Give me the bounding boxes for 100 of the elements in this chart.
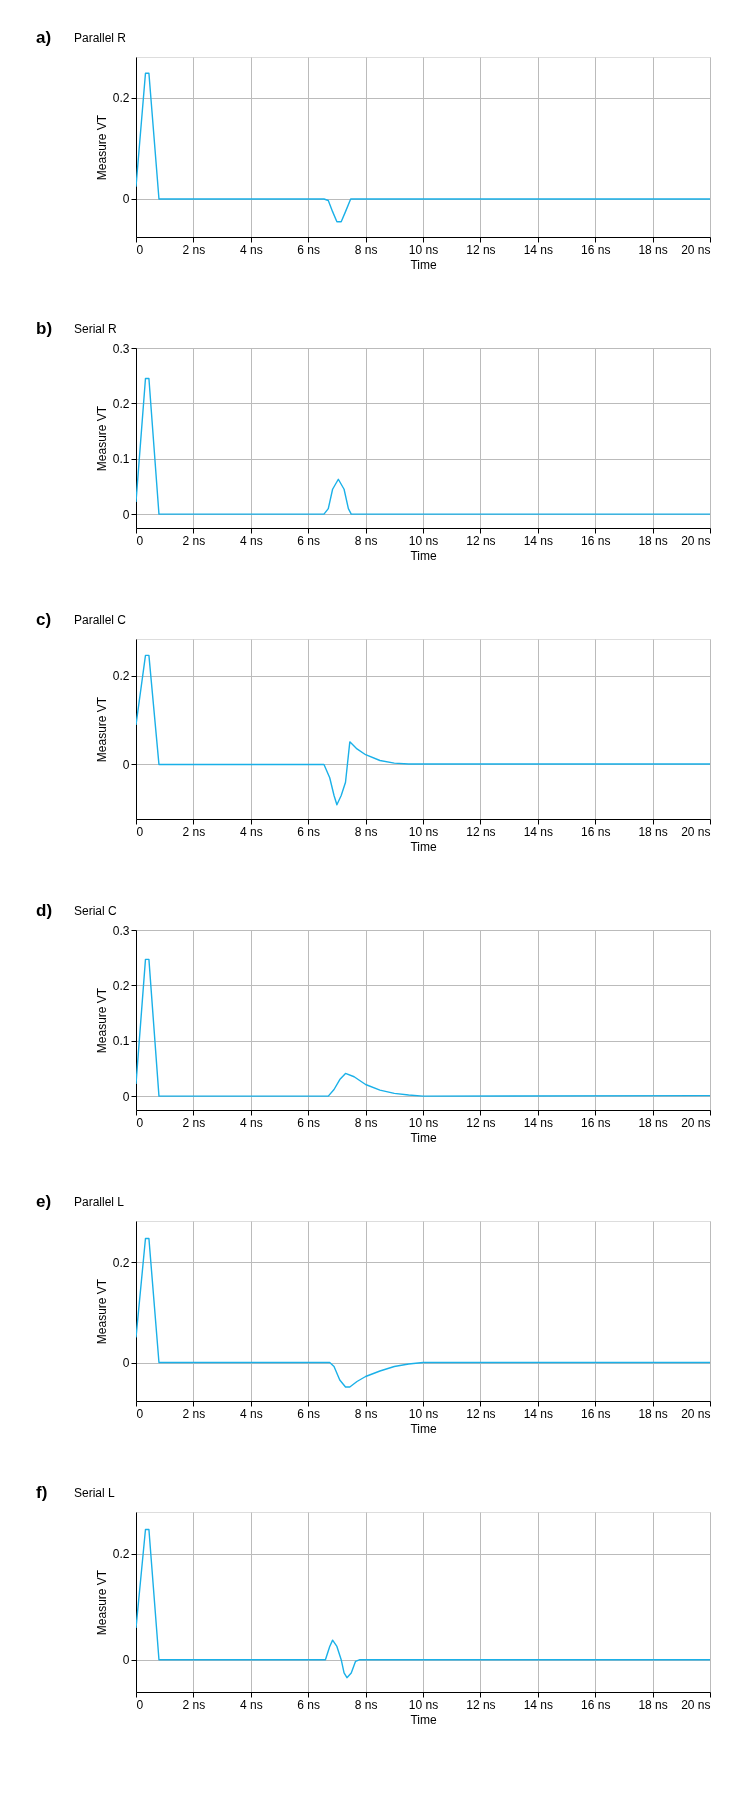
x-tick-label: 12 ns	[466, 242, 496, 257]
x-axis-title: Time	[410, 839, 437, 854]
x-tick-label: 2 ns	[182, 242, 206, 257]
x-axis-title: Time	[410, 257, 437, 272]
x-tick-label: 20 ns	[681, 242, 711, 257]
x-tick-label: 10 ns	[408, 824, 439, 839]
text: f)	[36, 1483, 48, 1502]
x-tick-label: 20 ns	[681, 1697, 711, 1712]
y-tick-label: 0.3	[112, 923, 130, 938]
x-tick-label: 18 ns	[638, 1406, 668, 1421]
x-tick-label: 0	[136, 1115, 144, 1130]
y-tick-label: 0.1	[112, 1034, 130, 1049]
x-tick-label: 18 ns	[638, 824, 668, 839]
x-tick-label: 12 ns	[466, 1697, 496, 1712]
x-tick-label: 16 ns	[581, 824, 611, 839]
x-tick-label: 16 ns	[581, 242, 611, 257]
x-tick-label: 12 ns	[466, 824, 496, 839]
chart-title: Parallel L	[74, 1195, 125, 1209]
x-tick-label: 0	[136, 824, 144, 839]
y-tick-label: 0.1	[112, 452, 130, 467]
x-tick-label: 2 ns	[182, 1697, 206, 1712]
y-tick-label: 0	[122, 1653, 130, 1668]
x-tick-label: 0	[136, 533, 144, 548]
x-tick-label: 18 ns	[638, 1115, 668, 1130]
x-tick-label: 0	[136, 242, 144, 257]
y-axis-title: Measure VT	[94, 1569, 109, 1636]
x-tick-label: 16 ns	[581, 1697, 611, 1712]
x-tick-label: 20 ns	[681, 1115, 711, 1130]
line-series	[136, 958, 710, 1097]
text: a)	[36, 28, 52, 47]
chart-title: Serial C	[74, 904, 118, 918]
x-tick-label: 6 ns	[297, 1115, 321, 1130]
y-tick-label: 0	[122, 192, 130, 207]
x-tick-label: 4 ns	[239, 242, 263, 257]
y-tick-label: 0.2	[112, 978, 130, 993]
x-tick-label: 10 ns	[408, 1115, 439, 1130]
text: b)	[36, 319, 53, 338]
x-axis-title: Time	[410, 1421, 437, 1436]
x-tick-label: 8 ns	[354, 1406, 378, 1421]
x-tick-label: 14 ns	[523, 242, 553, 257]
line-series	[136, 1528, 710, 1679]
x-tick-label: 16 ns	[581, 1115, 611, 1130]
x-tick-label: 4 ns	[239, 824, 263, 839]
x-tick-label: 12 ns	[466, 1115, 496, 1130]
x-tick-label: 4 ns	[239, 1115, 263, 1130]
x-tick-label: 10 ns	[408, 533, 439, 548]
y-tick-label: 0.2	[112, 669, 130, 684]
y-tick-label: 0.2	[112, 1256, 130, 1270]
x-tick-label: 14 ns	[523, 1406, 553, 1421]
x-tick-label: 4 ns	[239, 533, 263, 548]
x-tick-label: 2 ns	[182, 1406, 206, 1421]
x-tick-label: 6 ns	[297, 242, 321, 257]
y-tick-label: 0.2	[112, 91, 130, 106]
x-tick-label: 16 ns	[581, 533, 611, 548]
y-tick-label: 0	[122, 507, 130, 522]
x-tick-label: 8 ns	[354, 242, 378, 257]
x-tick-label: 20 ns	[681, 533, 711, 548]
x-tick-label: 20 ns	[681, 1406, 711, 1421]
y-axis-title: Measure VT	[94, 405, 109, 472]
chart-title: Parallel C	[74, 613, 127, 627]
x-tick-label: 18 ns	[638, 242, 668, 257]
x-axis-title: Time	[410, 1712, 437, 1727]
x-tick-label: 10 ns	[408, 242, 439, 257]
x-tick-label: 8 ns	[354, 824, 378, 839]
line-series	[136, 1237, 710, 1388]
x-tick-label: 6 ns	[297, 1406, 321, 1421]
y-axis-title: Measure VT	[94, 987, 109, 1054]
x-tick-label: 0	[136, 1697, 144, 1712]
x-tick-label: 14 ns	[523, 1697, 553, 1712]
x-tick-label: 2 ns	[182, 533, 206, 548]
x-axis-title: Time	[410, 1130, 437, 1145]
x-tick-label: 2 ns	[182, 1115, 206, 1130]
x-tick-label: 4 ns	[239, 1406, 263, 1421]
x-tick-label: 6 ns	[297, 533, 321, 548]
x-tick-label: 8 ns	[354, 533, 378, 548]
x-tick-label: 0	[136, 1406, 144, 1421]
chart-title: Parallel R	[74, 31, 127, 45]
line-series	[136, 654, 710, 806]
y-tick-label: 0	[122, 1356, 130, 1370]
x-tick-label: 6 ns	[297, 1697, 321, 1712]
x-axis-title: Time	[410, 548, 437, 563]
x-tick-label: 10 ns	[408, 1697, 439, 1712]
text: e)	[36, 1192, 52, 1211]
chart-title: Serial R	[74, 322, 118, 336]
y-axis-title: Measure VT	[94, 1278, 109, 1345]
x-tick-label: 14 ns	[523, 1115, 553, 1130]
x-tick-label: 6 ns	[297, 824, 321, 839]
x-tick-label: 20 ns	[681, 824, 711, 839]
y-tick-label: 0	[122, 757, 130, 772]
x-tick-label: 12 ns	[466, 533, 496, 548]
x-tick-label: 8 ns	[354, 1697, 378, 1712]
x-tick-label: 16 ns	[581, 1406, 611, 1421]
x-tick-label: 8 ns	[354, 1115, 378, 1130]
y-axis-title: Measure VT	[94, 696, 109, 763]
x-tick-label: 14 ns	[523, 533, 553, 548]
chart-title: Serial L	[74, 1486, 116, 1500]
x-tick-label: 14 ns	[523, 824, 553, 839]
y-tick-label: 0.2	[112, 1547, 130, 1562]
y-tick-label: 0.3	[112, 341, 130, 356]
line-series	[136, 377, 710, 515]
